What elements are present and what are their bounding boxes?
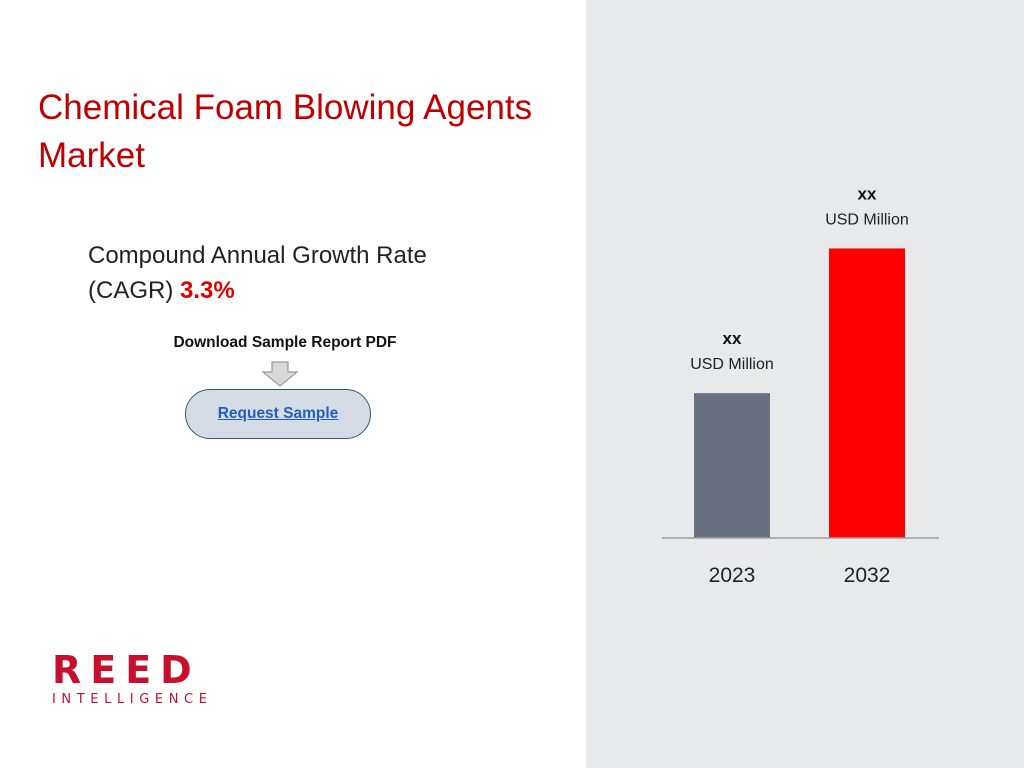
value-label-2032: xx [858, 184, 877, 203]
x-tick-2023: 2023 [709, 564, 756, 587]
chart-panel [586, 0, 1024, 768]
unit-label-2032: USD Million [825, 211, 909, 228]
bar-2023 [694, 393, 770, 538]
cagr-value: 3.3% [180, 277, 235, 304]
logo-main-text: REED [52, 648, 201, 692]
cagr-label: Compound Annual Growth Rate (CAGR) [88, 242, 427, 304]
x-tick-2032: 2032 [844, 564, 891, 587]
reed-intelligence-logo: REED INTELLIGENCE [52, 650, 222, 707]
bar-2032 [829, 248, 905, 538]
market-bar-chart: xx USD Million 2023 xx USD Million 2032 [662, 184, 939, 587]
value-label-2023: xx [723, 329, 742, 348]
request-sample-link[interactable]: Request Sample [217, 405, 339, 422]
logo-sub-text: INTELLIGENCE [52, 692, 213, 707]
arrow-down-icon [261, 361, 299, 387]
request-sample-button[interactable]: Request Sample [185, 389, 371, 439]
unit-label-2023: USD Million [690, 356, 774, 373]
page-title: Chemical Foam Blowing Agents Market [38, 88, 533, 175]
cagr-text: Compound Annual Growth Rate (CAGR) 3.3% [88, 238, 508, 308]
download-label: Download Sample Report PDF [173, 334, 397, 351]
